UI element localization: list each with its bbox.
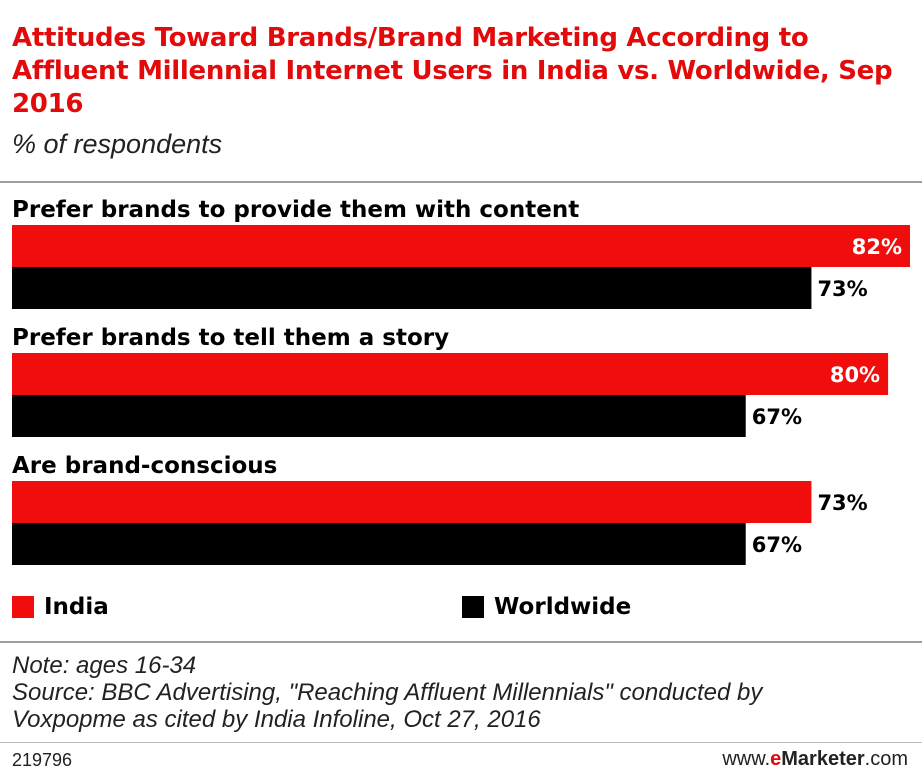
- chart-subtitle: % of respondents: [12, 129, 223, 159]
- value-label-india-3: 73%: [817, 491, 867, 515]
- top-divider: [0, 181, 922, 183]
- legend-swatch-worldwide: [462, 596, 484, 618]
- value-label-worldwide-1: 73%: [817, 277, 867, 301]
- notes-block: Note: ages 16-34 Source: BBC Advertising…: [12, 652, 762, 733]
- bar-india-3: [12, 481, 812, 523]
- legend-item-india: India: [12, 594, 109, 620]
- value-label-india-2: 80%: [830, 363, 880, 387]
- chart-id: 219796: [12, 750, 73, 770]
- legend-label-worldwide: Worldwide: [494, 594, 632, 620]
- chart-title: Attitudes Toward Brands/Brand Marketing …: [12, 23, 893, 119]
- legend-label-india: India: [44, 594, 109, 620]
- brand-e: e: [770, 748, 782, 770]
- value-label-worldwide-3: 67%: [752, 533, 802, 557]
- legend-item-worldwide: Worldwide: [462, 594, 631, 620]
- emarketer-logo: www.eMarketer.com: [722, 748, 908, 771]
- legend-swatch-india: [12, 596, 34, 618]
- brand-name: Marketer: [781, 748, 865, 770]
- bar-india-2: [12, 353, 889, 395]
- category-label-prefer-brands-to-tell-them-a-story: Prefer brands to tell them a story: [12, 325, 449, 351]
- brand-prefix: www.: [722, 748, 771, 770]
- category-label-are-brand-conscious: Are brand-conscious: [12, 453, 277, 479]
- value-label-india-1: 82%: [852, 235, 902, 259]
- bar-worldwide-3: [12, 523, 746, 565]
- source-line-2: Voxpopme as cited by India Infoline, Oct…: [12, 706, 541, 733]
- brand-suffix: .com: [864, 748, 908, 770]
- bar-worldwide-1: [12, 267, 812, 309]
- bar-worldwide-2: [12, 395, 746, 437]
- note-text: Note: ages 16-34: [12, 652, 197, 679]
- category-label-prefer-brands-to-provide-them-with-content: Prefer brands to provide them with conte…: [12, 197, 579, 223]
- bar-chart: Prefer brands to provide them with conte…: [12, 197, 910, 565]
- source-line-1: Source: BBC Advertising, "Reaching Afflu…: [12, 679, 763, 706]
- footer-divider: [0, 742, 922, 743]
- bottom-divider: [0, 641, 922, 643]
- bar-india-1: [12, 225, 910, 267]
- value-label-worldwide-2: 67%: [752, 405, 802, 429]
